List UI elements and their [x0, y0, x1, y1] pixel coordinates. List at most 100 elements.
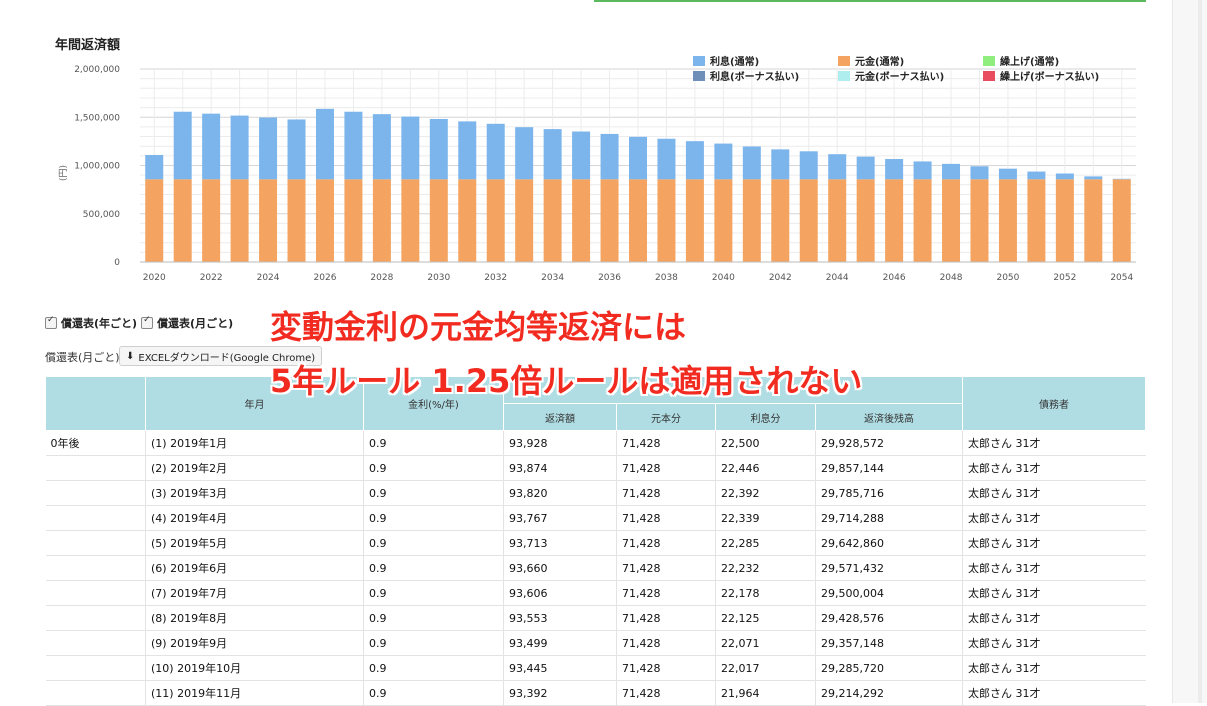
bar-principal[interactable] [316, 179, 334, 262]
bar-interest[interactable] [800, 151, 818, 179]
bar-principal[interactable] [1084, 179, 1102, 262]
bar-interest[interactable] [544, 129, 562, 179]
bar-principal[interactable] [1027, 179, 1045, 262]
bar-principal[interactable] [771, 179, 789, 262]
bar-interest[interactable] [259, 118, 277, 180]
cell-month: (3) 2019年3月 [146, 481, 364, 506]
bar-principal[interactable] [914, 179, 932, 262]
scrollbar[interactable] [1198, 0, 1202, 703]
bar-interest[interactable] [1056, 173, 1074, 179]
legend-swatch[interactable] [983, 56, 995, 66]
bar-interest[interactable] [515, 127, 533, 179]
bar-interest[interactable] [771, 149, 789, 179]
cell-group [46, 556, 146, 581]
bar-principal[interactable] [1113, 179, 1131, 262]
legend-label[interactable]: 利息(通常) [710, 55, 759, 68]
bar-principal[interactable] [231, 179, 249, 262]
yearly-table-checkbox-label[interactable]: 償還表(年ごと) [61, 315, 137, 331]
bar-principal[interactable] [430, 179, 448, 262]
bar-interest[interactable] [828, 154, 846, 179]
bar-interest[interactable] [857, 157, 875, 180]
bar-principal[interactable] [629, 179, 647, 262]
bar-principal[interactable] [288, 179, 306, 262]
cell-principal: 71,428 [617, 581, 716, 606]
bar-principal[interactable] [487, 179, 505, 262]
header-group [46, 377, 146, 431]
bar-interest[interactable] [714, 144, 732, 180]
bar-interest[interactable] [487, 124, 505, 179]
bar-interest[interactable] [373, 114, 391, 179]
cell-month: (5) 2019年5月 [146, 531, 364, 556]
y-axis-label: (円) [58, 165, 69, 181]
bar-interest[interactable] [231, 116, 249, 180]
bar-principal[interactable] [401, 179, 419, 262]
bar-interest[interactable] [174, 112, 192, 180]
legend-label[interactable]: 繰上げ(ボーナス払い) [1000, 70, 1099, 83]
bar-principal[interactable] [458, 179, 476, 262]
bar-interest[interactable] [914, 161, 932, 179]
legend-swatch[interactable] [838, 56, 850, 66]
yearly-table-checkbox[interactable] [45, 317, 57, 329]
cell-month: (11) 2019年11月 [146, 681, 364, 706]
bar-principal[interactable] [344, 179, 362, 262]
bar-interest[interactable] [430, 119, 448, 179]
legend-label[interactable]: 利息(ボーナス払い) [710, 70, 799, 83]
legend-swatch[interactable] [838, 71, 850, 81]
bar-interest[interactable] [885, 159, 903, 179]
bar-principal[interactable] [145, 179, 163, 262]
bar-interest[interactable] [401, 117, 419, 180]
bar-interest[interactable] [288, 119, 306, 179]
bar-principal[interactable] [202, 179, 220, 262]
bar-principal[interactable] [743, 179, 761, 262]
bar-principal[interactable] [885, 179, 903, 262]
bar-interest[interactable] [344, 112, 362, 180]
cell-debtor: 太郎さん 31才 [963, 481, 1146, 506]
bar-interest[interactable] [743, 146, 761, 179]
bar-interest[interactable] [942, 164, 960, 179]
bar-interest[interactable] [999, 169, 1017, 180]
bar-principal[interactable] [800, 179, 818, 262]
monthly-table-checkbox[interactable] [141, 317, 153, 329]
bar-principal[interactable] [714, 179, 732, 262]
bar-interest[interactable] [601, 134, 619, 179]
monthly-table-checkbox-label[interactable]: 償還表(月ごと) [157, 315, 233, 331]
legend-swatch[interactable] [983, 71, 995, 81]
legend-swatch[interactable] [693, 71, 705, 81]
bar-principal[interactable] [942, 179, 960, 262]
bar-interest[interactable] [629, 137, 647, 179]
legend-label[interactable]: 元金(通常) [855, 55, 904, 68]
bar-principal[interactable] [174, 179, 192, 262]
bar-interest[interactable] [202, 114, 220, 180]
bar-interest[interactable] [316, 109, 334, 179]
bar-principal[interactable] [259, 179, 277, 262]
bar-principal[interactable] [828, 179, 846, 262]
bar-principal[interactable] [970, 179, 988, 262]
bar-principal[interactable] [601, 179, 619, 262]
bar-principal[interactable] [515, 179, 533, 262]
bar-interest[interactable] [572, 132, 590, 180]
header-interest: 利息分 [716, 404, 816, 431]
bar-interest[interactable] [145, 155, 163, 179]
legend-label[interactable]: 繰上げ(通常) [1000, 55, 1059, 68]
bar-interest[interactable] [1027, 172, 1045, 180]
bar-principal[interactable] [572, 179, 590, 262]
bar-interest[interactable] [970, 166, 988, 179]
table-toggle-row: 償還表(年ごと) 償還表(月ごと) [45, 315, 237, 331]
bar-principal[interactable] [999, 179, 1017, 262]
bar-principal[interactable] [1056, 179, 1074, 262]
bar-principal[interactable] [373, 179, 391, 262]
cell-interest: 22,071 [716, 631, 816, 656]
legend-label[interactable]: 元金(ボーナス払い) [855, 70, 944, 83]
bar-principal[interactable] [544, 179, 562, 262]
x-tick-label: 2048 [940, 273, 963, 283]
bar-principal[interactable] [657, 179, 675, 262]
cell-principal: 71,428 [617, 506, 716, 531]
bar-interest[interactable] [1084, 176, 1102, 179]
bar-interest[interactable] [458, 121, 476, 179]
legend-swatch[interactable] [693, 56, 705, 66]
bar-principal[interactable] [857, 179, 875, 262]
bar-principal[interactable] [686, 179, 704, 262]
bar-interest[interactable] [657, 139, 675, 180]
cell-rate: 0.9 [364, 681, 504, 706]
bar-interest[interactable] [686, 141, 704, 179]
